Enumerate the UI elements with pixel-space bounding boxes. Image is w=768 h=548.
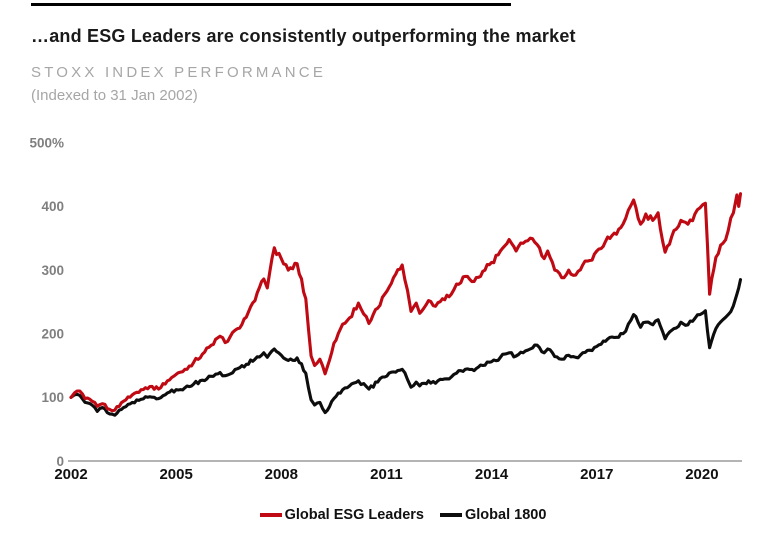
chart-title: STOXX INDEX PERFORMANCE: [31, 64, 327, 81]
top-divider-rule: [31, 3, 511, 6]
y-tick-label-500: 500%: [29, 136, 64, 151]
legend-swatch-global-1800: [440, 513, 462, 517]
y-tick-label-100: 100: [41, 390, 64, 405]
legend-label-global-esg-leaders: Global ESG Leaders: [284, 507, 424, 523]
y-tick-label-400: 400: [41, 199, 64, 214]
x-tick-label-2005: 2005: [159, 466, 192, 483]
x-tick-label-2002: 2002: [54, 466, 87, 483]
legend-item-global-esg-leaders: Global ESG Leaders: [259, 507, 424, 523]
x-tick-label-2020: 2020: [685, 466, 718, 483]
y-tick-label-0: 0: [56, 454, 64, 469]
x-tick-label-2011: 2011: [370, 466, 403, 483]
chart-legend: Global ESG Leaders Global 1800: [0, 503, 768, 527]
slide-title: …and ESG Leaders are consistently outper…: [31, 26, 576, 46]
series-line-global-esg-leaders: [69, 192, 743, 413]
legend-swatch-global-esg-leaders: [259, 513, 282, 517]
x-tick-label-2017: 2017: [580, 466, 613, 483]
series-line-global-1800: [69, 278, 743, 417]
x-tick-label-2008: 2008: [265, 466, 298, 483]
chart-subtitle: (Indexed to 31 Jan 2002): [31, 87, 198, 104]
y-tick-label-200: 200: [41, 327, 64, 342]
x-tick-label-2014: 2014: [475, 466, 509, 483]
y-tick-label-300: 300: [41, 263, 64, 278]
legend-label-global-1800: Global 1800: [465, 507, 547, 523]
legend-item-global-1800: Global 1800: [440, 507, 546, 523]
